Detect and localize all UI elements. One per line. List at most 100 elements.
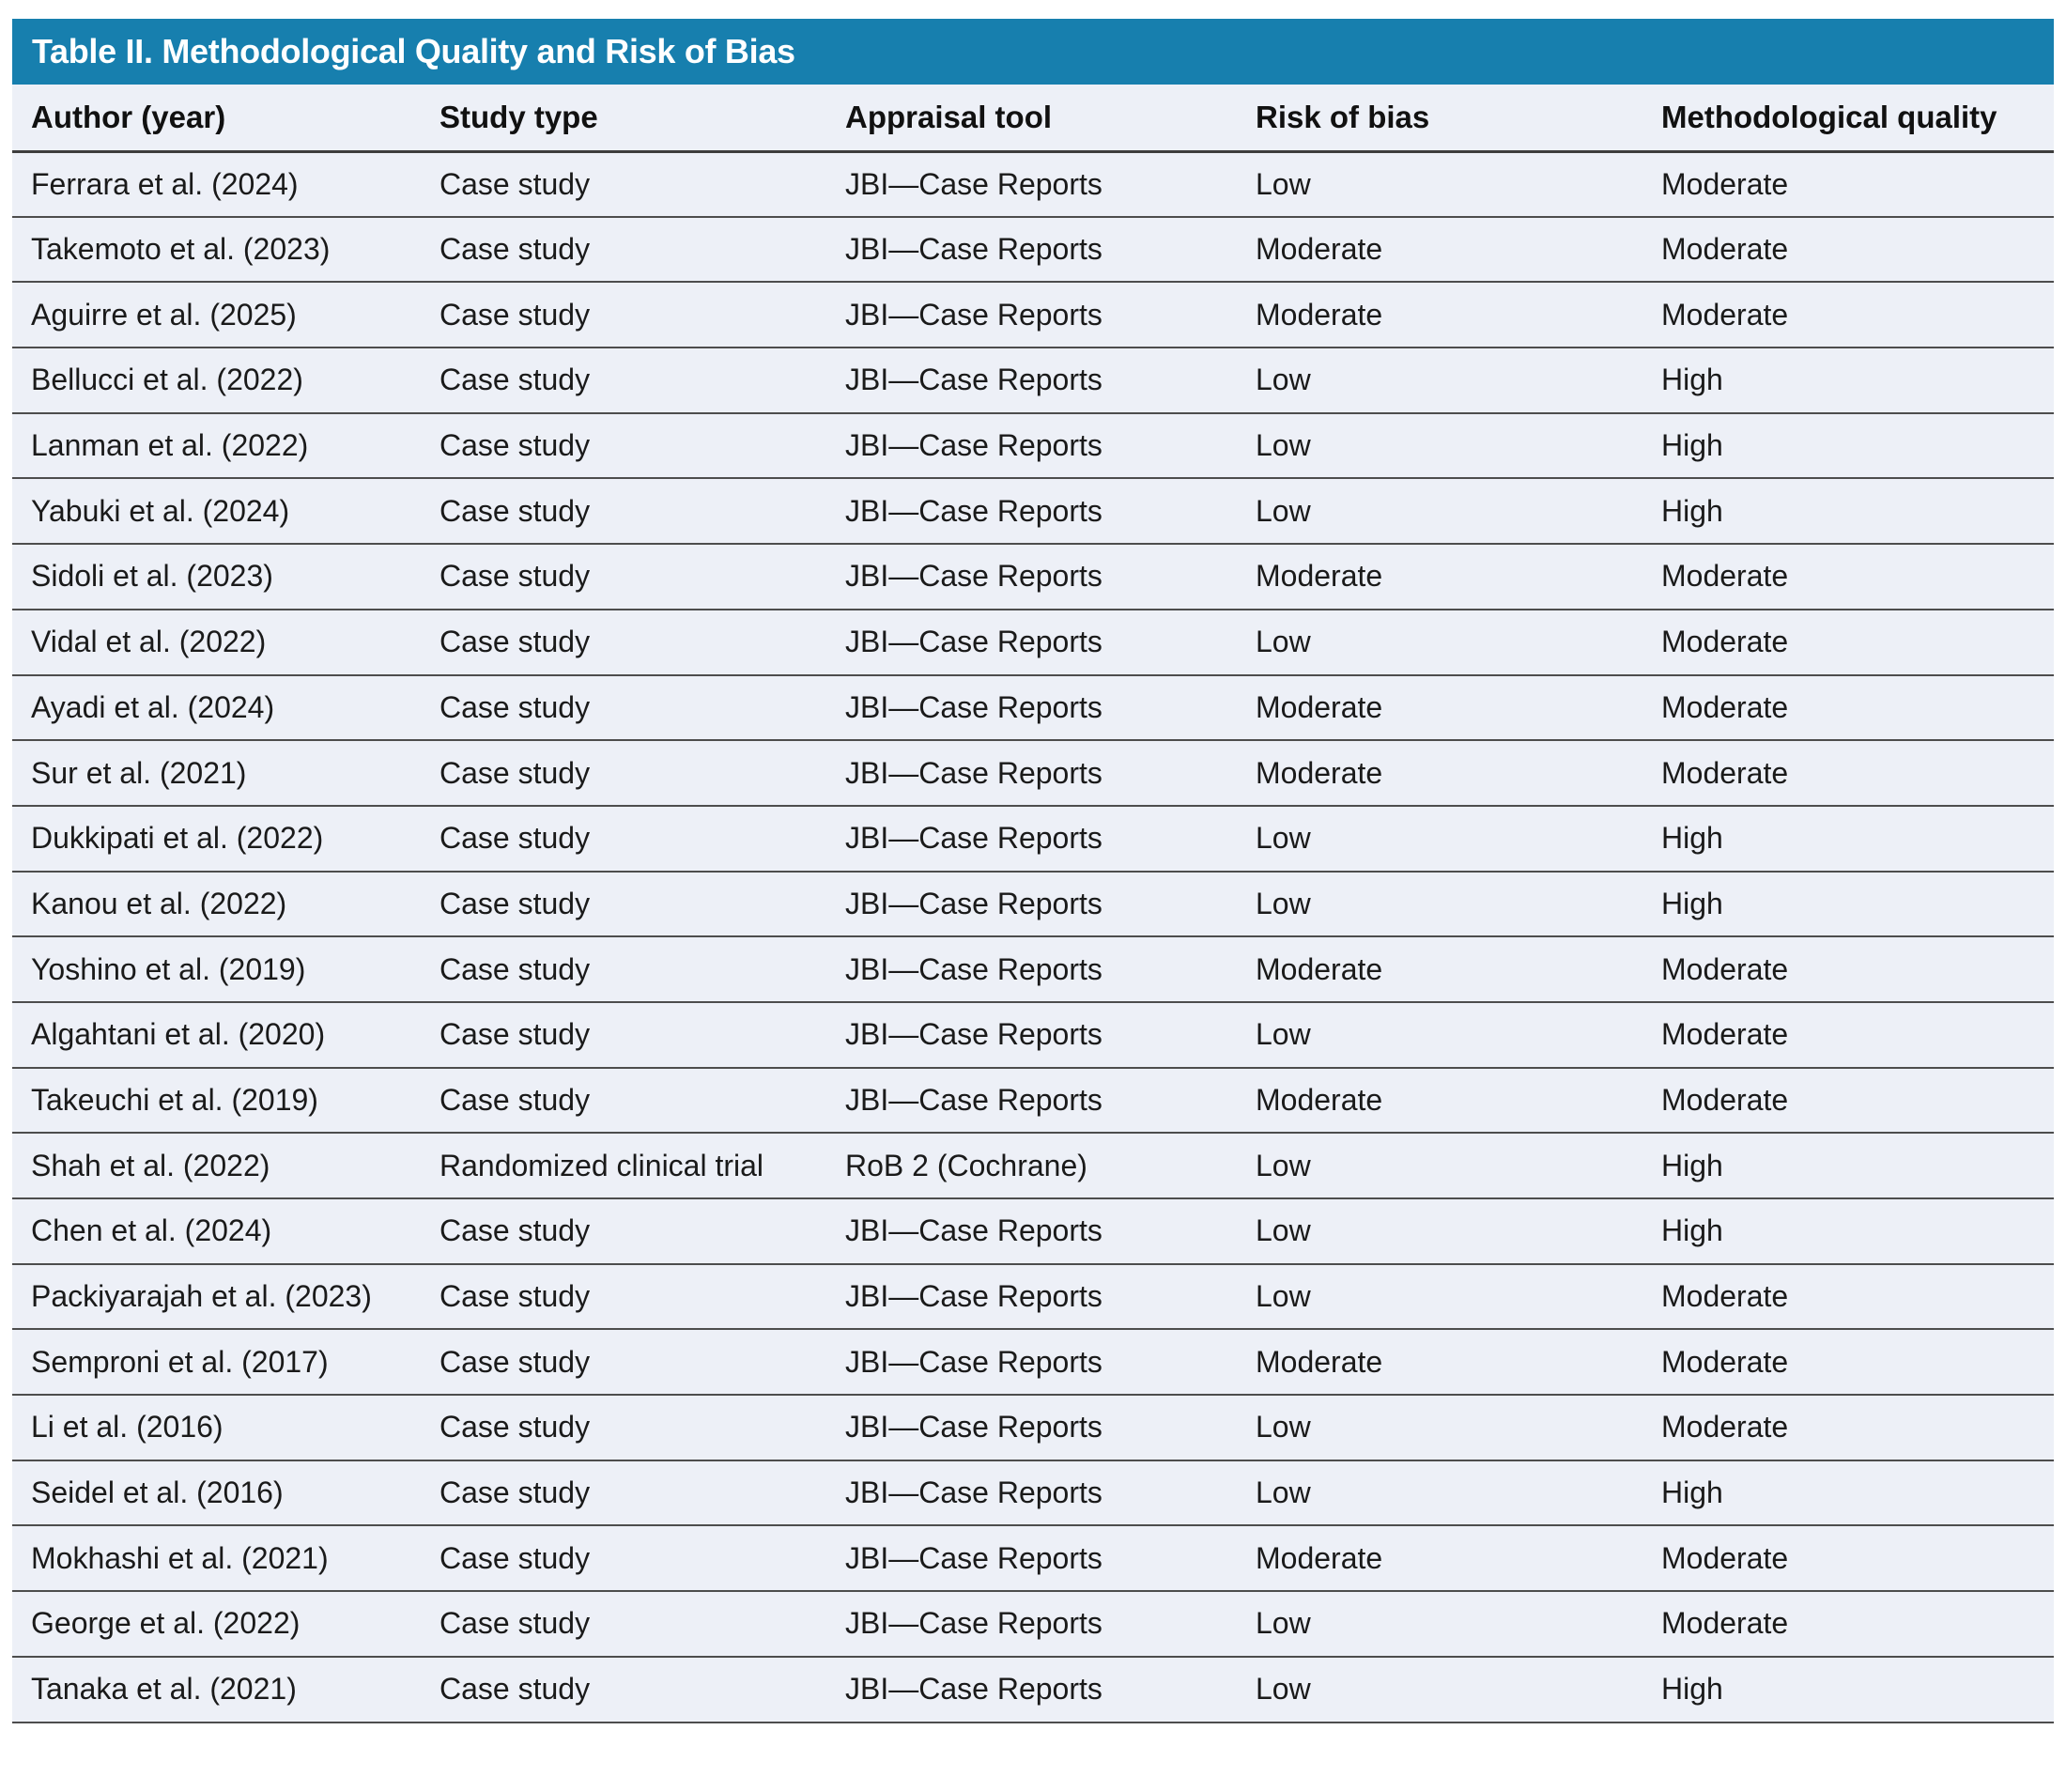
cell-study_type: Case study — [421, 936, 826, 1003]
cell-author: Vidal et al. (2022) — [12, 609, 421, 676]
cell-risk_of_bias: Low — [1237, 1460, 1642, 1527]
cell-appraisal_tool: JBI—Case Reports — [826, 478, 1237, 546]
cell-author: Dukkipati et al. (2022) — [12, 805, 421, 873]
cell-risk_of_bias: Moderate — [1237, 544, 1642, 610]
cell-risk_of_bias: Low — [1237, 151, 1642, 218]
cell-study_type: Case study — [421, 871, 826, 938]
cell-methodological_quality: Moderate — [1642, 740, 2054, 807]
cell-author: Sidoli et al. (2023) — [12, 544, 421, 610]
cell-appraisal_tool: JBI—Case Reports — [826, 1460, 1237, 1527]
cell-risk_of_bias: Low — [1237, 1591, 1642, 1658]
table-row: Shah et al. (2022) Randomized clinical tr… — [12, 1133, 2054, 1199]
cell-study_type: Case study — [421, 1591, 826, 1658]
cell-study_type: Case study — [421, 1198, 826, 1265]
cell-methodological_quality: High — [1642, 871, 2054, 938]
cell-risk_of_bias: Low — [1237, 1133, 1642, 1199]
cell-risk_of_bias: Low — [1237, 871, 1642, 938]
cell-appraisal_tool: JBI—Case Reports — [826, 936, 1237, 1003]
cell-methodological_quality: High — [1642, 1133, 2054, 1199]
cell-risk_of_bias: Moderate — [1237, 282, 1642, 349]
cell-study_type: Case study — [421, 1329, 826, 1397]
cell-author: Takemoto et al. (2023) — [12, 216, 421, 284]
cell-study_type: Case study — [421, 1067, 826, 1135]
cell-appraisal_tool: JBI—Case Reports — [826, 740, 1237, 807]
cell-author: Yabuki et al. (2024) — [12, 478, 421, 546]
cell-methodological_quality: Moderate — [1642, 1263, 2054, 1331]
table-row: Chen et al. (2024) Case study JBI—Case Rep… — [12, 1198, 2054, 1265]
table-body: Ferrara et al. (2024) Case study JBI—Case … — [12, 151, 2054, 1723]
cell-methodological_quality: Moderate — [1642, 1591, 2054, 1658]
cell-risk_of_bias: Moderate — [1237, 740, 1642, 807]
cell-author: Algahtani et al. (2020) — [12, 1001, 421, 1069]
cell-appraisal_tool: JBI—Case Reports — [826, 805, 1237, 873]
cell-author: Takeuchi et al. (2019) — [12, 1067, 421, 1135]
cell-risk_of_bias: Low — [1237, 609, 1642, 676]
cell-risk_of_bias: Low — [1237, 412, 1642, 480]
cell-risk_of_bias: Moderate — [1237, 936, 1642, 1003]
cell-risk_of_bias: Low — [1237, 1395, 1642, 1461]
cell-appraisal_tool: JBI—Case Reports — [826, 1067, 1237, 1135]
cell-appraisal_tool: JBI—Case Reports — [826, 1001, 1237, 1069]
cell-author: George et al. (2022) — [12, 1591, 421, 1658]
cell-risk_of_bias: Low — [1237, 478, 1642, 546]
cell-methodological_quality: High — [1642, 348, 2054, 414]
cell-author: Chen et al. (2024) — [12, 1198, 421, 1265]
cell-study_type: Case study — [421, 478, 826, 546]
cell-author: Yoshino et al. (2019) — [12, 936, 421, 1003]
table-row: Kanou et al. (2022) Case study JBI—Case Re… — [12, 871, 2054, 938]
cell-risk_of_bias: Low — [1237, 1263, 1642, 1331]
column-header-risk_of_bias: Risk of bias — [1237, 85, 1642, 153]
cell-author: Kanou et al. (2022) — [12, 871, 421, 938]
cell-study_type: Case study — [421, 805, 826, 873]
cell-study_type: Case study — [421, 740, 826, 807]
cell-risk_of_bias: Moderate — [1237, 1525, 1642, 1593]
cell-appraisal_tool: JBI—Case Reports — [826, 1329, 1237, 1397]
table-row: Ayadi et al. (2024) Case study JBI—Case Re… — [12, 674, 2054, 742]
table-row: Ferrara et al. (2024) Case study JBI—Case … — [12, 151, 2054, 218]
cell-appraisal_tool: JBI—Case Reports — [826, 674, 1237, 742]
cell-author: Lanman et al. (2022) — [12, 412, 421, 480]
cell-methodological_quality: Moderate — [1642, 1067, 2054, 1135]
column-header-author: Author (year) — [12, 85, 421, 153]
cell-author: Tanaka et al. (2021) — [12, 1656, 421, 1723]
cell-risk_of_bias: Moderate — [1237, 1329, 1642, 1397]
cell-author: Semproni et al. (2017) — [12, 1329, 421, 1397]
cell-appraisal_tool: JBI—Case Reports — [826, 1591, 1237, 1658]
cell-risk_of_bias: Moderate — [1237, 1067, 1642, 1135]
cell-appraisal_tool: JBI—Case Reports — [826, 871, 1237, 938]
cell-appraisal_tool: JBI—Case Reports — [826, 544, 1237, 610]
cell-methodological_quality: High — [1642, 1198, 2054, 1265]
cell-study_type: Case study — [421, 1525, 826, 1593]
cell-risk_of_bias: Low — [1237, 1656, 1642, 1723]
cell-appraisal_tool: JBI—Case Reports — [826, 412, 1237, 480]
column-header-appraisal_tool: Appraisal tool — [826, 85, 1237, 153]
table-row: Packiyarajah et al. (2023) Case study JBI—… — [12, 1263, 2054, 1331]
cell-methodological_quality: High — [1642, 1656, 2054, 1723]
cell-author: Mokhashi et al. (2021) — [12, 1525, 421, 1593]
table-row: Mokhashi et al. (2021) Case study JBI—Case… — [12, 1525, 2054, 1593]
table-row: Bellucci et al. (2022) Case study JBI—Case… — [12, 348, 2054, 414]
cell-appraisal_tool: JBI—Case Reports — [826, 1263, 1237, 1331]
cell-author: Bellucci et al. (2022) — [12, 348, 421, 414]
cell-author: Sur et al. (2021) — [12, 740, 421, 807]
cell-author: Li et al. (2016) — [12, 1395, 421, 1461]
cell-appraisal_tool: JBI—Case Reports — [826, 216, 1237, 284]
table-row: George et al. (2022) Case study JBI—Case R… — [12, 1591, 2054, 1658]
cell-methodological_quality: Moderate — [1642, 609, 2054, 676]
cell-study_type: Case study — [421, 216, 826, 284]
table-row: Dukkipati et al. (2022) Case study JBI—Cas… — [12, 805, 2054, 873]
cell-methodological_quality: Moderate — [1642, 936, 2054, 1003]
cell-study_type: Case study — [421, 282, 826, 349]
table-title: Table II. Methodological Quality and Ris… — [32, 32, 795, 70]
table-row: Tanaka et al. (2021) Case study JBI—Case R… — [12, 1656, 2054, 1723]
table-row: Vidal et al. (2022) Case study JBI—Case Re… — [12, 609, 2054, 676]
cell-risk_of_bias: Low — [1237, 1198, 1642, 1265]
cell-study_type: Case study — [421, 1395, 826, 1461]
cell-study_type: Case study — [421, 674, 826, 742]
cell-author: Ayadi et al. (2024) — [12, 674, 421, 742]
cell-study_type: Case study — [421, 544, 826, 610]
table-row: Yabuki et al. (2024) Case study JBI—Case R… — [12, 478, 2054, 546]
cell-methodological_quality: High — [1642, 1460, 2054, 1527]
cell-risk_of_bias: Moderate — [1237, 216, 1642, 284]
